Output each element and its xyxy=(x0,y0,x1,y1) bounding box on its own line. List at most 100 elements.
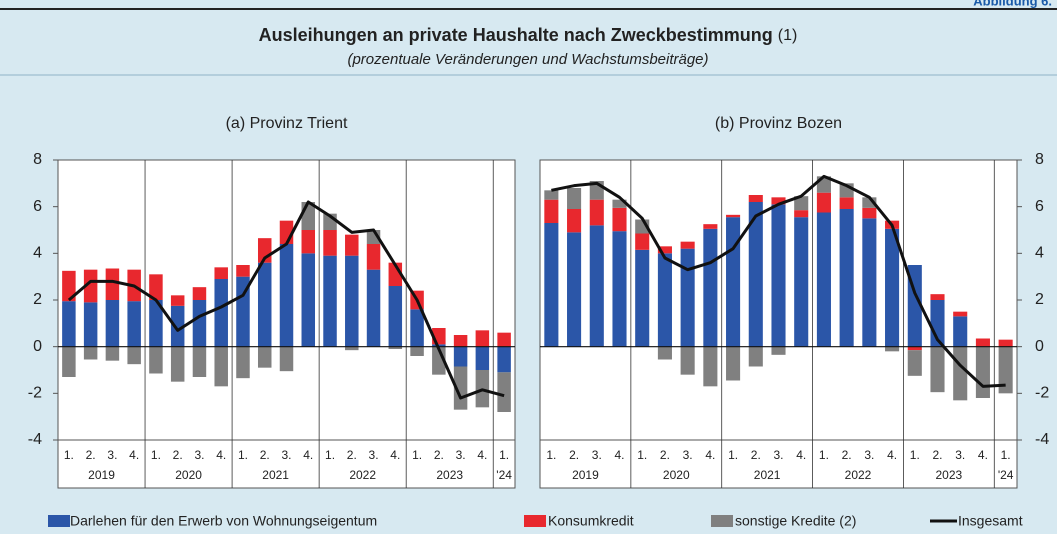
bar-segment xyxy=(839,197,854,209)
bar-segment xyxy=(748,202,763,347)
panel-title: (b) Provinz Bozen xyxy=(715,115,842,132)
x-group-label: 2023 xyxy=(936,468,963,482)
x-group-label: 2023 xyxy=(436,468,463,482)
bar-segment xyxy=(567,232,582,347)
bar-segment xyxy=(589,199,604,226)
x-tick-label: 3. xyxy=(107,448,117,462)
bar-segment xyxy=(388,346,403,349)
bar-segment xyxy=(771,204,786,347)
bar-segment xyxy=(544,190,559,200)
bar-segment xyxy=(475,330,490,347)
bar-segment xyxy=(862,218,877,347)
bar-segment xyxy=(612,231,627,347)
bar-segment xyxy=(453,366,468,410)
legend-swatch xyxy=(524,515,546,527)
bar-segment xyxy=(127,346,141,365)
x-tick-label: 1. xyxy=(499,448,509,462)
x-tick-label: 3. xyxy=(194,448,204,462)
bar-segment xyxy=(345,255,359,347)
bar-segment xyxy=(214,267,228,279)
y-tick-label: 0 xyxy=(33,338,42,355)
bar-segment xyxy=(953,316,968,347)
bar-segment xyxy=(62,346,76,377)
bar-segment xyxy=(214,279,228,347)
bar-segment xyxy=(497,332,511,347)
bar-segment xyxy=(453,346,468,367)
x-tick-label: 1. xyxy=(819,448,829,462)
x-tick-label: 4. xyxy=(705,448,715,462)
bar-segment xyxy=(953,311,968,317)
bar-segment xyxy=(680,241,695,249)
legend-swatch xyxy=(711,515,733,527)
x-tick-label: 1. xyxy=(728,448,738,462)
legend-swatch xyxy=(48,515,70,527)
bar-segment xyxy=(105,346,120,361)
bar-segment xyxy=(236,265,250,277)
x-tick-label: 4. xyxy=(216,448,226,462)
bar-segment xyxy=(323,255,337,347)
bar-segment xyxy=(726,346,741,381)
bar-segment xyxy=(149,300,163,347)
bar-segment xyxy=(453,335,468,347)
x-tick-label: 1. xyxy=(325,448,335,462)
bar-segment xyxy=(301,253,316,347)
bar-segment xyxy=(497,372,511,412)
bar-segment xyxy=(323,230,337,256)
bar-segment xyxy=(62,301,76,347)
bar-segment xyxy=(192,346,207,377)
bar-segment xyxy=(998,339,1013,347)
bar-segment xyxy=(170,295,185,306)
bar-segment xyxy=(680,346,695,375)
x-tick-label: 4. xyxy=(129,448,139,462)
x-tick-label: 4. xyxy=(978,448,988,462)
bar-segment xyxy=(816,212,831,347)
x-tick-label: 3. xyxy=(281,448,291,462)
bar-segment xyxy=(83,302,98,347)
x-tick-label: 2. xyxy=(932,448,942,462)
x-tick-label: 2. xyxy=(173,448,183,462)
bar-segment xyxy=(703,224,718,229)
bar-segment xyxy=(862,197,877,208)
x-tick-label: 2. xyxy=(86,448,96,462)
x-tick-label: 1. xyxy=(1001,448,1011,462)
bar-segment xyxy=(657,253,672,347)
bar-segment xyxy=(839,209,854,347)
y-tick-label: 6 xyxy=(33,198,42,215)
bar-segment xyxy=(771,346,786,355)
y-tick-label: 2 xyxy=(33,291,42,308)
bar-segment xyxy=(703,228,718,347)
bar-segment xyxy=(475,346,490,370)
x-tick-label: 3. xyxy=(456,448,466,462)
x-group-label: 2022 xyxy=(845,468,872,482)
bar-segment xyxy=(975,338,990,347)
bar-segment xyxy=(885,228,900,347)
total-line xyxy=(551,174,1006,388)
bar-segment xyxy=(953,346,968,401)
bar-segment xyxy=(930,294,945,300)
title: Ausleihungen an private Haushalte nach Z… xyxy=(259,25,798,45)
bar-segment xyxy=(366,269,381,347)
bar-segment xyxy=(301,230,316,254)
x-tick-label: 3. xyxy=(369,448,379,462)
bar-segment xyxy=(612,207,627,232)
x-tick-label: 3. xyxy=(683,448,693,462)
legend-label: Konsumkredit xyxy=(548,513,634,529)
bar-segment xyxy=(680,248,695,347)
bar-segment xyxy=(127,301,141,347)
bar-segment xyxy=(794,196,809,211)
bar-segment xyxy=(794,217,809,347)
total-line xyxy=(67,200,505,400)
x-group-label: 2019 xyxy=(572,468,599,482)
bar-segment xyxy=(388,286,403,347)
bar-segment xyxy=(998,346,1013,394)
bar-segment xyxy=(885,346,900,352)
bar-segment xyxy=(544,199,559,223)
x-group-label: 2021 xyxy=(262,468,289,482)
y-tick-label: 8 xyxy=(1035,151,1044,168)
bar-segment xyxy=(105,268,120,300)
panel-title: (a) Provinz Trient xyxy=(226,115,348,132)
bar-segment xyxy=(726,217,741,347)
bar-segment xyxy=(410,309,424,347)
bar-segment xyxy=(567,209,582,233)
bar-segment xyxy=(567,188,582,209)
